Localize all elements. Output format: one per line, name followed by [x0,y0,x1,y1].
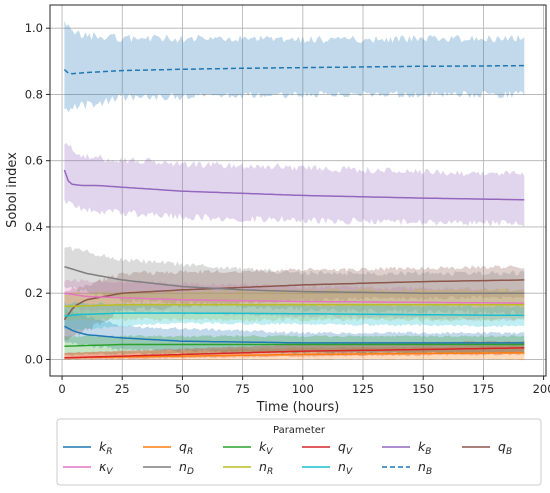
legend-entry-q_V: qV [302,439,353,457]
y-tick-label: 0.2 [25,286,43,300]
legend-entry-n_D: nD [143,459,194,477]
line-q_B [63,279,525,321]
legend-label: qB [498,439,512,457]
legend-items: kR qR kV qV kB qB κV nD nR nV nB [63,439,512,477]
legend-label: nV [338,459,353,477]
x-tick-label: 0 [58,382,65,396]
legend-entry-κ_V: κV [63,459,113,477]
line-κ_V [64,292,525,304]
legend-entry-k_B: kB [382,439,431,457]
legend-entry-k_V: kV [223,439,273,457]
x-tick-label: 75 [235,382,250,396]
line-q_R [64,352,525,359]
legend-label: kB [418,439,431,457]
band-k_V [64,335,525,356]
band-q_B [64,265,525,341]
legend-entry-q_B: qB [462,439,512,457]
legend-entry-q_R: qR [143,439,193,457]
y-tick-label: 0.0 [25,352,43,366]
line-n_B [63,64,525,75]
legend-entry-k_R: kR [63,439,113,457]
y-tick-label: 0.4 [25,220,43,234]
line-n_D [64,265,525,294]
y-tick-label: 0.6 [25,154,43,168]
x-tick-label: 25 [115,382,130,396]
line-n_V [64,312,525,318]
legend-title: Parameter [273,425,326,436]
series-lines [63,64,525,359]
legend-label: kV [259,439,273,457]
band-k_B [64,142,525,227]
legend-label: kR [99,439,113,457]
legend-label: κV [99,459,113,477]
x-tick-label: 100 [292,382,314,396]
plot-frame [49,4,547,377]
y-axis: 0.0 0.2 0.4 0.6 0.8 1.0 [25,21,50,366]
band-n_V [64,301,525,331]
confidence-bands [64,20,525,361]
legend-entry-n_B: nB [382,459,432,477]
line-n_R [64,304,525,308]
legend-box [56,418,542,486]
band-n_D [64,246,525,316]
band-n_B [64,20,525,113]
y-axis-label: Sobol index [5,152,20,228]
x-tick-label: 125 [352,382,374,396]
x-axis: 0 25 50 75 100 125 150 175 200 [58,376,550,396]
legend-label: nR [259,459,273,477]
legend-entry-n_R: nR [223,459,273,477]
legend-label: qR [179,439,193,457]
line-k_B [63,169,525,201]
legend: Parameter kR qR kV qV kB qB κV nD nR nV nB [56,418,542,486]
legend-label: nB [418,459,432,477]
legend-entry-n_V: nV [302,459,353,477]
legend-label: qV [338,439,353,457]
x-tick-label: 200 [533,382,550,396]
x-axis-label: Time (hours) [256,400,340,415]
line-q_V [64,347,525,359]
line-k_V [64,343,525,347]
legend-label: nD [179,459,194,477]
x-tick-label: 175 [472,382,494,396]
y-tick-label: 0.8 [25,87,43,101]
x-tick-label: 50 [175,382,190,396]
band-κ_V [64,278,525,322]
y-tick-label: 1.0 [25,21,43,35]
x-tick-label: 150 [412,382,434,396]
line-k_R [64,325,525,344]
